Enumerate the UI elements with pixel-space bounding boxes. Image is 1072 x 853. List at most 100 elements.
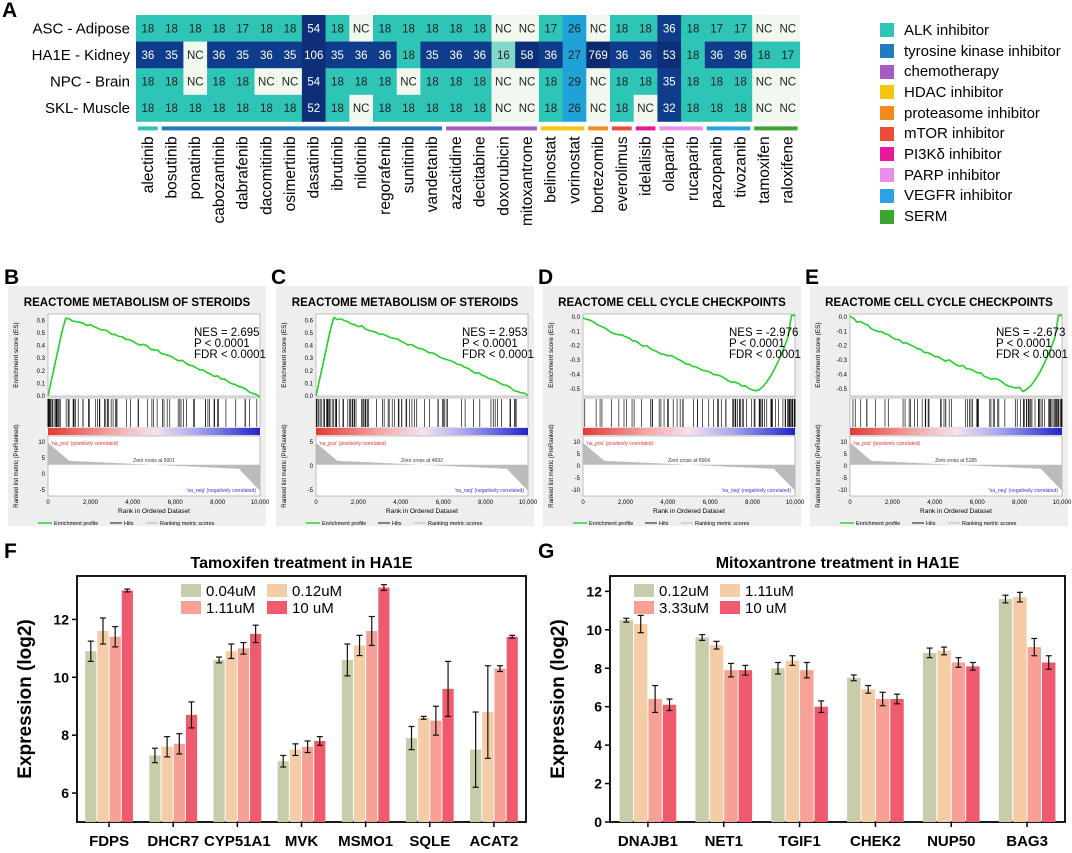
heatmap-cell-value: 27 — [568, 50, 581, 62]
rank-tick-label: -5 — [40, 488, 46, 494]
bar — [121, 590, 133, 822]
heatmap-cell-value: 18 — [426, 103, 439, 115]
bar — [314, 740, 326, 822]
hits-lines — [584, 399, 796, 427]
heatmap-cell — [420, 41, 445, 69]
zero-cross-label: Zero cross at 4692 — [401, 458, 443, 464]
es-tick-label: 0.4 — [37, 344, 46, 350]
p-value: P < 0.0001 — [194, 338, 250, 350]
legend-swatch — [181, 601, 201, 614]
bar — [277, 761, 289, 822]
heatmap-cell — [752, 41, 777, 69]
legend-swatch — [720, 601, 740, 614]
category-label: SQLE — [409, 833, 450, 850]
heatmap-cell — [230, 68, 255, 96]
heatmap-cell-value: 54 — [307, 23, 320, 35]
heatmap-cell — [538, 41, 563, 69]
legend-series-label: 10 uM — [292, 600, 334, 617]
bar — [951, 662, 966, 822]
heatmap-cell — [610, 94, 635, 122]
heatmap-cell — [538, 15, 563, 42]
heatmap-cell-value: 17 — [710, 23, 723, 35]
category-label: TGIF1 — [778, 833, 821, 850]
heatmap-cell — [420, 15, 445, 42]
heatmap-cell — [467, 15, 492, 42]
es-tick-label: 0.0 — [572, 315, 581, 321]
es-tick-label: -0.1 — [570, 329, 581, 335]
heatmap-drug-label: dacomitinib — [258, 136, 275, 214]
heatmap-cell — [254, 68, 279, 96]
legend-series-label: 10 uM — [745, 600, 787, 617]
es-tick-label: 0.2 — [305, 369, 314, 375]
y-tick-label: 6 — [61, 785, 69, 801]
heatmap-cell-value: 36 — [213, 50, 226, 62]
es-tick-label: -0.3 — [837, 358, 848, 364]
hits-area — [582, 397, 796, 429]
heatmap-cell-value: NC — [519, 23, 536, 35]
heatmap-cell-value: 18 — [450, 23, 463, 35]
heatmap-cell-value: 18 — [141, 103, 154, 115]
heatmap-cell-value: 18 — [639, 23, 652, 35]
hits-area — [315, 397, 529, 429]
heatmap-cell — [633, 94, 658, 122]
legend-swatch — [181, 584, 201, 597]
bar — [634, 624, 648, 822]
heatmap-cell-value: NC — [519, 77, 536, 89]
neg-label: 'na_neg' (negatively correlated) — [187, 488, 257, 494]
bar — [366, 630, 378, 822]
bar — [250, 633, 262, 822]
es-tick-label: -0.1 — [837, 329, 848, 335]
ranking-metric-fill — [48, 442, 260, 491]
rank-x-tick: 4,000 — [927, 500, 943, 506]
drug-class-legend: ALK inhibitor tyrosine kinase inhibitor ch… — [880, 20, 1070, 227]
heatmap-cell — [586, 68, 611, 96]
heatmap-cell — [207, 41, 232, 69]
heatmap-cell — [775, 41, 800, 69]
enrichment-profile-line — [582, 314, 795, 392]
es-plot-area — [849, 313, 1063, 397]
panel-label-f: F — [4, 540, 17, 563]
heatmap-cell-value: NC — [590, 23, 607, 35]
gsea-legend-hits: Hits — [659, 521, 669, 527]
gsea-title: REACTOME CELL CYCLE CHECKPOINTS — [558, 297, 786, 309]
heatmap-drug-label: tamoxifen — [756, 136, 773, 203]
heatmap-drug-label: nilotinib — [353, 136, 370, 189]
bar — [771, 668, 785, 822]
pos-label: 'na_pos' (positively correlated) — [51, 441, 119, 447]
bar — [998, 599, 1013, 822]
legend-label: ALK inhibitor — [904, 21, 990, 39]
panel-label-d: D — [538, 266, 554, 289]
heatmap-cell-value: 18 — [141, 23, 154, 35]
heatmap-cell-value: 58 — [521, 50, 534, 62]
heatmap-cell-value: 36 — [473, 50, 486, 62]
heatmap-cell — [349, 68, 374, 96]
y-tick-label: 4 — [594, 737, 602, 753]
rank-tick-label: 0 — [42, 472, 46, 478]
heatmap-cell-value: 18 — [450, 103, 463, 115]
chart-title: Tamoxifen treatment in HA1E — [191, 555, 413, 572]
heatmap-cell-value: 35 — [236, 50, 249, 62]
heatmap-cell-value: 17 — [734, 23, 747, 35]
heatmap-cell-value: 18 — [355, 77, 368, 89]
rank-tick-label: 5 — [844, 452, 848, 458]
y-tick-label: 12 — [586, 583, 602, 599]
heatmap-cell — [373, 68, 398, 96]
y-tick-label: 2 — [594, 776, 602, 792]
bar — [302, 746, 314, 822]
heatmap-cell — [467, 68, 492, 96]
heatmap-cell-value: 18 — [544, 103, 557, 115]
heatmap-row-label: ASC - Adipose — [32, 20, 130, 37]
heatmap-cell — [681, 15, 706, 42]
rank-axis-label: Ranked list metric (PreRanked) — [816, 424, 822, 507]
bar — [966, 666, 980, 822]
legend-label: mTOR inhibitor — [904, 125, 1005, 143]
heatmap-cell — [467, 41, 492, 69]
heatmap-cell — [136, 68, 161, 96]
heatmap-cell — [491, 94, 516, 122]
heatmap-cell-value: 18 — [473, 103, 486, 115]
panel-label-c: C — [271, 266, 287, 289]
legend-series-label: 1.11uM — [206, 600, 255, 617]
gsea-panel: REACTOME METABOLISM OF STEROIDS Enrichmen… — [276, 286, 538, 527]
heatmap-cell-value: 18 — [141, 77, 154, 89]
rank-x-tick: 4,000 — [393, 500, 409, 506]
